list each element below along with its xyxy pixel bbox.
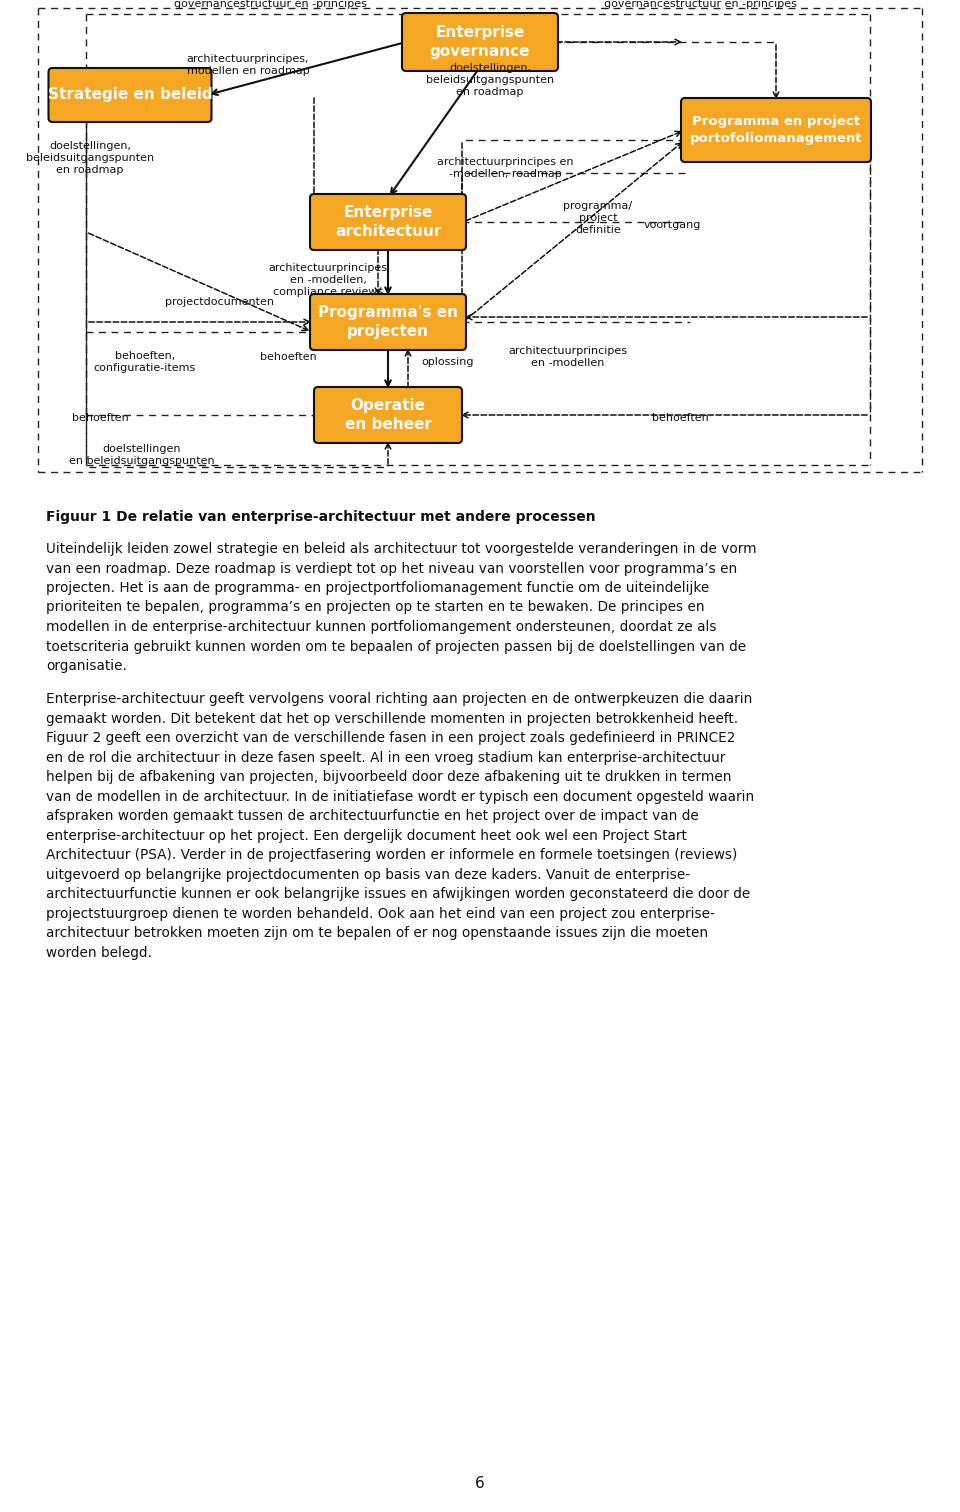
Text: Programma's en
projecten: Programma's en projecten [318,304,458,339]
Text: Enterprise-architectuur geeft vervolgens vooral richting aan projecten en de ont: Enterprise-architectuur geeft vervolgens… [46,692,753,706]
Text: Enterprise
governance: Enterprise governance [430,24,530,59]
Text: Figuur 1 De relatie van enterprise-architectuur met andere processen: Figuur 1 De relatie van enterprise-archi… [46,510,595,525]
Text: Programma en project
portofoliomanagement: Programma en project portofoliomanagemen… [689,115,862,145]
Text: behoeften: behoeften [72,413,129,423]
Text: architectuurprincipes en
-modellen, roadmap: architectuurprincipes en -modellen, road… [437,157,573,180]
Text: governancestructuur en -principes: governancestructuur en -principes [174,0,367,9]
Text: afspraken worden gemaakt tussen de architectuurfunctie en het project over de im: afspraken worden gemaakt tussen de archi… [46,809,699,823]
Text: van de modellen in de architectuur. In de initiatiefase wordt er typisch een doc: van de modellen in de architectuur. In d… [46,789,755,804]
FancyBboxPatch shape [314,387,462,443]
Text: prioriteiten te bepalen, programma’s en projecten op te starten en te bewaken. D: prioriteiten te bepalen, programma’s en … [46,600,705,614]
Text: Operatie
en beheer: Operatie en beheer [345,398,431,432]
Text: projectstuurgroep dienen te worden behandeld. Ook aan het eind van een project z: projectstuurgroep dienen te worden behan… [46,907,715,921]
FancyBboxPatch shape [402,14,558,71]
Text: governancestructuur en -principes: governancestructuur en -principes [604,0,797,9]
Text: behoeften: behoeften [652,413,708,423]
Text: van een roadmap. Deze roadmap is verdiept tot op het niveau van voorstellen voor: van een roadmap. Deze roadmap is verdiep… [46,561,737,576]
Text: architectuurprincipes
en -modellen,
compliance reviews: architectuurprincipes en -modellen, comp… [269,263,388,298]
Text: toetscriteria gebruikt kunnen worden om te bepaalen of projecten passen bij de d: toetscriteria gebruikt kunnen worden om … [46,640,746,653]
Text: voortgang: voortgang [643,221,701,230]
Text: projecten. Het is aan de programma- en projectportfoliomanagement functie om de : projecten. Het is aan de programma- en p… [46,581,709,596]
Text: behoeften,
configuratie-items: behoeften, configuratie-items [94,351,196,373]
Text: 6: 6 [475,1477,485,1491]
Text: programma/
project
definitie: programma/ project definitie [564,201,633,236]
Text: doelstellingen,
beleidsuitgangspunten
en roadmap: doelstellingen, beleidsuitgangspunten en… [26,141,154,175]
Text: Enterprise
architectuur: Enterprise architectuur [335,204,442,239]
Text: helpen bij de afbakening van projecten, bijvoorbeeld door deze afbakening uit te: helpen bij de afbakening van projecten, … [46,770,732,785]
Text: Figuur 2 geeft een overzicht van de verschillende fasen in een project zoals ged: Figuur 2 geeft een overzicht van de vers… [46,732,735,745]
Text: Strategie en beleid: Strategie en beleid [48,88,212,103]
Text: architectuurfunctie kunnen er ook belangrijke issues en afwijkingen worden gecon: architectuurfunctie kunnen er ook belang… [46,888,751,901]
Text: worden belegd.: worden belegd. [46,945,152,960]
Text: uitgevoerd op belangrijke projectdocumenten op basis van deze kaders. Vanuit de : uitgevoerd op belangrijke projectdocumen… [46,868,690,881]
Text: modellen in de enterprise-architectuur kunnen portfoliomangement ondersteunen, d: modellen in de enterprise-architectuur k… [46,620,716,634]
Text: projectdocumenten: projectdocumenten [165,296,275,307]
Text: Uiteindelijk leiden zowel strategie en beleid als architectuur tot voorgestelde : Uiteindelijk leiden zowel strategie en b… [46,541,756,556]
FancyBboxPatch shape [310,293,466,349]
Text: en de rol die architectuur in deze fasen speelt. Al in een vroeg stadium kan ent: en de rol die architectuur in deze fasen… [46,750,726,765]
FancyBboxPatch shape [681,98,871,162]
Text: Architectuur (PSA). Verder in de projectfasering worden er informele en formele : Architectuur (PSA). Verder in de project… [46,848,737,862]
Text: oplossing: oplossing [421,357,474,367]
Text: doelstellingen,
beleidsuitgangspunten
en roadmap: doelstellingen, beleidsuitgangspunten en… [426,62,554,97]
Text: behoeften: behoeften [259,352,317,361]
Text: architectuurprincipes
en -modellen: architectuurprincipes en -modellen [509,346,628,369]
Text: doelstellingen
en beleidsuitgangspunten: doelstellingen en beleidsuitgangspunten [69,445,215,466]
FancyBboxPatch shape [310,194,466,249]
Text: architectuur betrokken moeten zijn om te bepalen of er nog openstaande issues zi: architectuur betrokken moeten zijn om te… [46,927,708,940]
Text: organisatie.: organisatie. [46,659,127,673]
Text: enterprise-architectuur op het project. Een dergelijk document heet ook wel een : enterprise-architectuur op het project. … [46,829,686,842]
FancyBboxPatch shape [49,68,211,122]
Text: gemaakt worden. Dit betekent dat het op verschillende momenten in projecten betr: gemaakt worden. Dit betekent dat het op … [46,712,738,726]
Text: architectuurprincipes,
modellen en roadmap: architectuurprincipes, modellen en roadm… [186,54,309,76]
